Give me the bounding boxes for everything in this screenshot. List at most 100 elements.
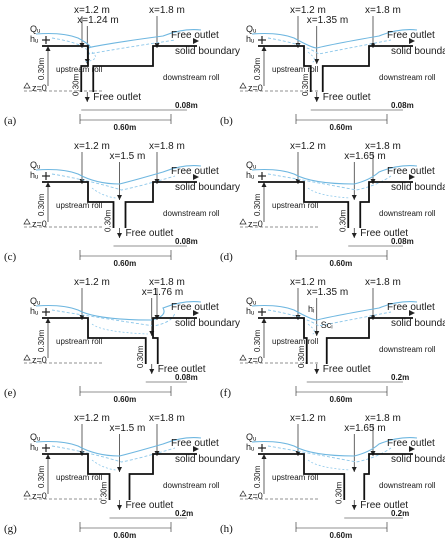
solid-boundary-label: solid boundary: [175, 454, 240, 465]
solid-boundary-wall: [42, 181, 197, 228]
panel-label: (c): [4, 251, 17, 263]
h-label: hᵤ: [246, 170, 255, 180]
upstream-roll-label: upstream roll: [56, 65, 102, 74]
sc-i-label: Scᵢ: [321, 320, 333, 330]
roll-streamline: [91, 459, 116, 471]
x1-label: x=1.2 m: [290, 413, 326, 424]
x2-label: x=1.8 m: [365, 277, 401, 288]
z0-label: z=0: [248, 83, 263, 93]
solid-boundary-label: solid boundary: [391, 318, 445, 329]
arrow-head: [45, 182, 51, 187]
x2-label: x=1.8 m: [365, 141, 401, 152]
upstream-roll-label: upstream roll: [272, 473, 318, 482]
roll-streamline: [307, 187, 351, 199]
h-label: hᵤ: [30, 34, 39, 44]
dim-060-label: 0.60m: [114, 395, 137, 404]
x1-label: x=1.2 m: [290, 277, 326, 288]
arrow-head: [193, 38, 199, 44]
free-outlet-right-label: Free outlet: [387, 166, 435, 177]
x1-label: x=1.2 m: [74, 5, 110, 16]
x1-label: x=1.2 m: [290, 141, 326, 152]
z0-symbol: [239, 354, 247, 361]
free-outlet-bottom-label: Free outlet: [93, 92, 141, 103]
solid-boundary-wall: [258, 317, 413, 364]
slot-width-label: 0.2m: [391, 373, 409, 382]
water-surface: [251, 437, 418, 457]
solid-boundary-wall: [42, 317, 197, 364]
free-outlet-bottom-label: Free outlet: [323, 92, 371, 103]
downstream-roll-label: downstream roll: [163, 73, 220, 82]
free-outlet-right-label: Free outlet: [171, 166, 219, 177]
q-label: Qᵤ: [30, 160, 41, 170]
x2-label: x=1.8 m: [149, 413, 185, 424]
h-label: hᵤ: [246, 442, 255, 452]
dim-030-mid: 0.30m: [71, 73, 80, 96]
solid-boundary-wall: [42, 45, 197, 92]
arrow-head: [261, 46, 267, 51]
upstream-roll-label: upstream roll: [272, 337, 318, 346]
solid-boundary-wall: [258, 181, 413, 228]
dim-030-mid: 0.30m: [136, 345, 145, 368]
z0-symbol: [239, 82, 247, 89]
water-surface: [251, 165, 418, 185]
free-outlet-right-label: Free outlet: [387, 438, 435, 449]
free-outlet-right-label: Free outlet: [387, 30, 435, 41]
arrow-head: [351, 467, 357, 472]
arrow-head: [117, 467, 122, 472]
panel-label: (e): [4, 387, 17, 399]
arrow-head: [351, 195, 357, 200]
x1-label: x=1.2 m: [290, 5, 326, 16]
z0-symbol: [23, 354, 31, 361]
roll-streamline: [91, 187, 116, 199]
arrow-head: [117, 195, 122, 200]
downstream-roll-label: downstream roll: [379, 481, 436, 490]
h-label: hᵤ: [30, 170, 39, 180]
solid-boundary-label: solid boundary: [391, 46, 445, 57]
q-label: Qᵤ: [246, 160, 257, 170]
solid-boundary-wall: [258, 45, 413, 92]
free-outlet-right-label: Free outlet: [171, 30, 219, 41]
slot-width-label: 0.08m: [391, 101, 414, 110]
q-label: Qᵤ: [246, 432, 257, 442]
arrow-head: [314, 331, 320, 336]
h-label: hᵤ: [246, 306, 255, 316]
dim-030-left: 0.30m: [253, 329, 262, 352]
water-surface: [35, 437, 202, 457]
arrow-head: [45, 454, 51, 459]
roll-streamline: [307, 323, 315, 335]
slot-width-label: 0.08m: [175, 373, 198, 382]
free-outlet-bottom-label: Free outlet: [360, 228, 408, 239]
free-outlet-bottom-label: Free outlet: [360, 500, 408, 511]
dim-060-label: 0.60m: [330, 395, 353, 404]
x-mid-label: x=1.76 m: [142, 287, 183, 298]
x-mid-label: x=1.65 m: [344, 423, 385, 434]
arrow-head: [261, 318, 267, 323]
free-outlet-right-label: Free outlet: [171, 438, 219, 449]
upstream-roll-label: upstream roll: [56, 337, 102, 346]
arrow-head: [193, 446, 199, 452]
slot-width-label: 0.08m: [175, 101, 198, 110]
panel-label: (h): [220, 523, 233, 535]
water-surface: [251, 301, 418, 321]
q-label: Qᵤ: [246, 24, 257, 34]
dim-030-mid: 0.30m: [301, 73, 310, 96]
downstream-roll-label: downstream roll: [379, 345, 436, 354]
dim-060-label: 0.60m: [114, 123, 137, 132]
roll-streamline: [91, 323, 148, 335]
solid-boundary-label: solid boundary: [175, 318, 240, 329]
upstream-roll-label: upstream roll: [272, 201, 318, 210]
x-mid-label: x=1.24 m: [77, 15, 118, 26]
h-label: hᵤ: [246, 34, 255, 44]
dim-030-mid: 0.30m: [297, 345, 306, 368]
upstream-roll-label: upstream roll: [272, 65, 318, 74]
free-outlet-right-label: Free outlet: [387, 302, 435, 313]
x-mid-label: x=1.5 m: [110, 423, 146, 434]
arrow-head: [45, 318, 51, 323]
dim-030-left: 0.30m: [37, 57, 46, 80]
dim-030-left: 0.30m: [253, 465, 262, 488]
dim-030-left: 0.30m: [37, 465, 46, 488]
